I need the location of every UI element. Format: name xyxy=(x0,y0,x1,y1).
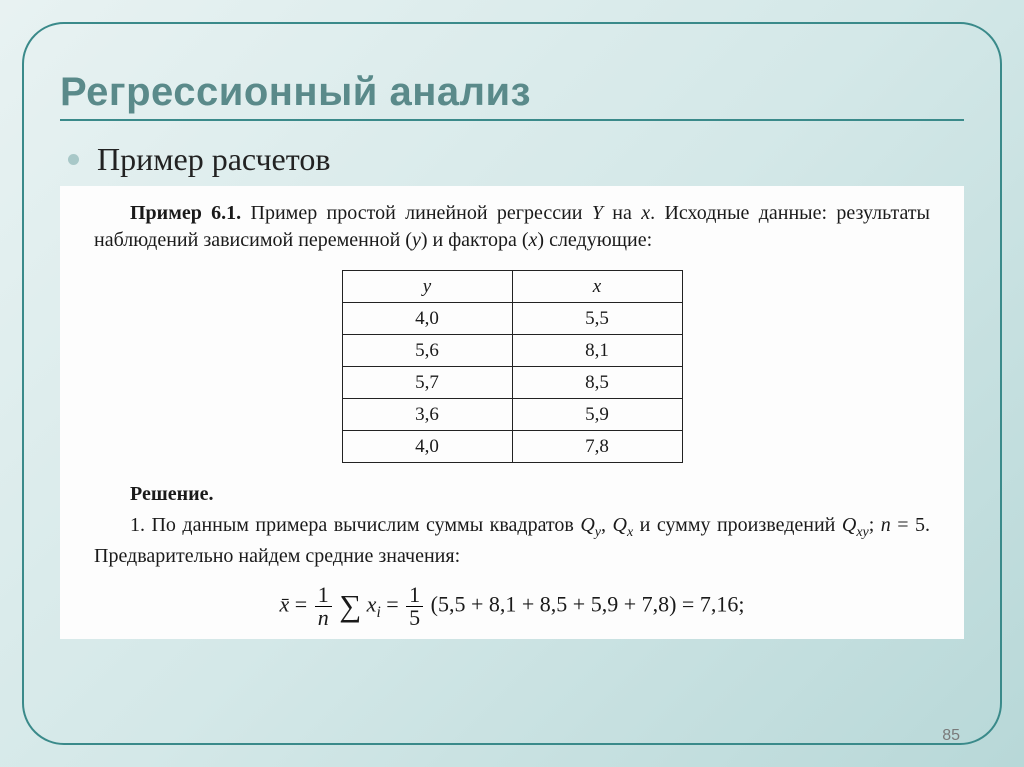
paren-open: ( xyxy=(425,591,438,616)
ex-t5: ) следующие: xyxy=(537,229,652,251)
cell: 4,0 xyxy=(342,431,512,463)
eq2: = xyxy=(381,591,404,616)
cell: 4,0 xyxy=(342,303,512,335)
cell: 7,8 xyxy=(512,431,682,463)
slide-title: Регрессионный анализ xyxy=(60,70,964,121)
slide-content: Регрессионный анализ Пример расчетов При… xyxy=(60,70,964,727)
table-row: 5,7 8,5 xyxy=(342,367,682,399)
var-Y: Y xyxy=(592,202,603,224)
solution-paragraph: 1. По данным примера вычислим суммы квад… xyxy=(94,512,930,570)
ex-t2: на xyxy=(603,202,641,224)
Qxy-sub: xy xyxy=(856,525,868,540)
var-x: x xyxy=(641,202,650,224)
Qy: Q xyxy=(580,514,594,536)
cell: 5,6 xyxy=(342,335,512,367)
sep1: , xyxy=(601,514,612,536)
xi: x xyxy=(361,591,376,616)
table-row: 5,6 8,1 xyxy=(342,335,682,367)
sp-2: и сумму произведений xyxy=(633,514,842,536)
example-label: Пример 6.1. xyxy=(130,202,241,224)
Qx: Q xyxy=(613,514,627,536)
cell: 5,7 xyxy=(342,367,512,399)
table-row: 4,0 7,8 xyxy=(342,431,682,463)
bullet-icon xyxy=(68,154,79,165)
ex-t1: Пример простой линейной регрессии xyxy=(241,202,592,224)
subtitle-text: Пример расчетов xyxy=(97,141,330,178)
Qxy: Q xyxy=(842,514,856,536)
col-y: y xyxy=(342,271,512,303)
sum-sign-icon: ∑ xyxy=(339,589,361,623)
frac-15: 15 xyxy=(406,584,423,629)
cell: 5,5 xyxy=(512,303,682,335)
ex-t4: ) и фактора ( xyxy=(421,229,529,251)
var-yp: y xyxy=(412,229,421,251)
table-header-row: y x xyxy=(342,271,682,303)
cell: 8,5 xyxy=(512,367,682,399)
example-paragraph: Пример 6.1. Пример простой линейной регр… xyxy=(94,200,930,254)
eq1: = xyxy=(289,591,312,616)
cell: 3,6 xyxy=(342,399,512,431)
subtitle-row: Пример расчетов xyxy=(68,141,964,178)
sp-1: 1. По данным примера вычислим суммы квад… xyxy=(130,514,580,536)
table-row: 3,6 5,9 xyxy=(342,399,682,431)
result: 7,16; xyxy=(700,591,745,616)
frac-1n: 1n xyxy=(315,584,332,629)
cell: 8,1 xyxy=(512,335,682,367)
solution-heading: Решение. xyxy=(94,481,930,508)
page-number: 85 xyxy=(942,727,960,745)
table-row: 4,0 5,5 xyxy=(342,303,682,335)
col-x: x xyxy=(512,271,682,303)
cell: 5,9 xyxy=(512,399,682,431)
example-block: Пример 6.1. Пример простой линейной регр… xyxy=(60,186,964,639)
xbar: x̄ xyxy=(280,591,290,616)
data-table: y x 4,0 5,5 5,6 8,1 5,7 8,5 3,6 5,9 4,0 … xyxy=(342,270,683,463)
terms: 5,5 + 8,1 + 8,5 + 5,9 + 7,8 xyxy=(438,591,669,616)
formula: x̄ = 1n ∑ xi = 15 (5,5 + 8,1 + 8,5 + 5,9… xyxy=(94,584,930,629)
n-var: n xyxy=(881,514,891,536)
sp-semi: ; xyxy=(869,514,881,536)
paren-close: ) = xyxy=(669,591,700,616)
